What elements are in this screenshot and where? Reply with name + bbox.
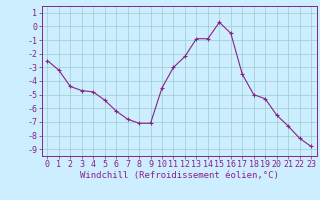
X-axis label: Windchill (Refroidissement éolien,°C): Windchill (Refroidissement éolien,°C) — [80, 171, 279, 180]
